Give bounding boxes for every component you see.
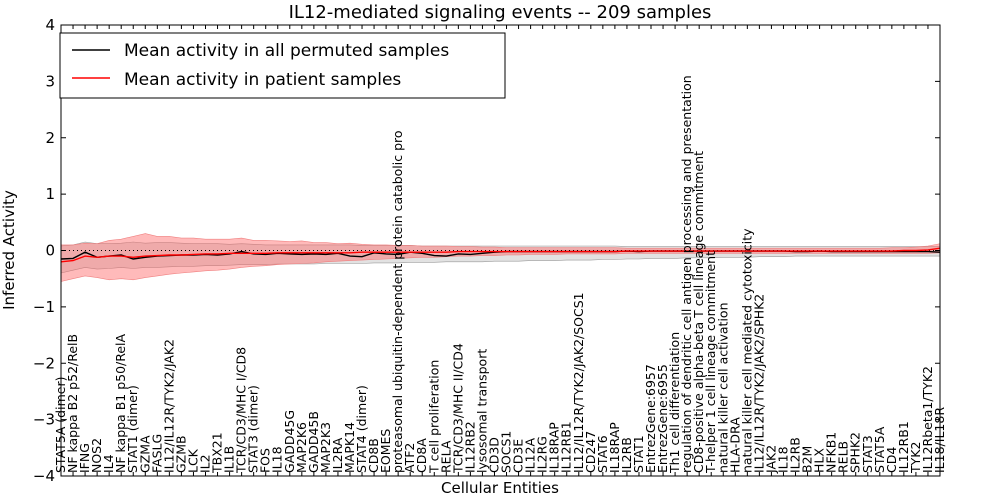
x-tick-label: STAT3 bbox=[860, 435, 875, 473]
x-tick-label: IL2 bbox=[197, 454, 212, 473]
x-axis-label: Cellular Entities bbox=[441, 479, 559, 497]
x-tick-label: TYK2 bbox=[908, 442, 923, 474]
x-tick-label: IL12/IL12R/TYK2/JAK2/SPHK2 bbox=[751, 294, 766, 473]
x-tick-label: IFNG bbox=[77, 443, 92, 473]
y-tick-label: −2 bbox=[33, 354, 55, 372]
x-tick-label: GZMB bbox=[173, 435, 188, 473]
legend-label-permuted: Mean activity in all permuted samples bbox=[124, 41, 449, 61]
x-tick-label: IL12/IL12R/TYK2/JAK2 bbox=[161, 339, 176, 473]
y-axis-label: Inferred Activity bbox=[0, 190, 18, 310]
y-tick-label: −3 bbox=[33, 411, 55, 429]
x-tick-label: IL4 bbox=[101, 454, 116, 473]
x-tick-label: MAP2K3 bbox=[318, 422, 333, 473]
x-tick-label: GADD45G bbox=[282, 410, 297, 473]
x-tick-label: FASLG bbox=[149, 434, 164, 473]
x-tick-label: RELB bbox=[836, 441, 851, 473]
x-tick-labels: STAT5A (dimer)NF kappa B2 p52/RelBIFNGNO… bbox=[53, 75, 947, 474]
x-tick-label: CD3D bbox=[486, 437, 501, 473]
y-tick-label: 3 bbox=[45, 72, 55, 90]
x-tick-label: proteasomal ubiquitin-dependent protein … bbox=[390, 130, 405, 473]
x-tick-label: IL18 bbox=[775, 446, 790, 473]
x-tick-label: T cell proliferation bbox=[426, 360, 441, 474]
x-tick-label: GADD45B bbox=[306, 411, 321, 473]
plot-frame bbox=[60, 24, 941, 477]
x-tick-label: NFKB1 bbox=[824, 432, 839, 473]
x-tick-label: SOCS1 bbox=[499, 431, 514, 473]
chart-title: IL12-mediated signaling events -- 209 sa… bbox=[289, 2, 712, 23]
x-tick-label: IL2RG bbox=[535, 436, 550, 473]
x-tick-label: CD3E bbox=[511, 439, 526, 473]
x-tick-label: FOS bbox=[258, 448, 273, 473]
x-tick-label: STAT1 (dimer) bbox=[125, 385, 140, 473]
x-tick-label: NF kappa B2 p52/RelB bbox=[65, 334, 80, 473]
x-tick-label: IL18RAP bbox=[607, 422, 622, 473]
x-tick-label: IL12RB1 bbox=[559, 421, 574, 473]
legend-box bbox=[59, 32, 506, 99]
x-tick-label: CD8A bbox=[414, 438, 429, 473]
x-tick-label: IL12RB1 bbox=[896, 421, 911, 473]
x-tick-label: IL2RA bbox=[330, 437, 345, 473]
x-tick-label: STAT3 (dimer) bbox=[246, 385, 261, 473]
x-tick-label: IL12RB2 bbox=[462, 421, 477, 473]
y-tick-label: 0 bbox=[45, 242, 55, 260]
x-tick-label: RELA bbox=[438, 440, 453, 473]
x-tick-label: CD8-positive alpha-beta T cell lineage c… bbox=[691, 151, 706, 473]
y-tick-label: −1 bbox=[33, 298, 55, 316]
x-tick-label: MAP2K6 bbox=[294, 422, 309, 473]
x-tick-label: EntrezGene:6955 bbox=[655, 364, 670, 473]
legend: Mean activity in all permuted samples Me… bbox=[59, 32, 506, 99]
x-tick-label: STAT6 bbox=[595, 435, 610, 473]
x-tick-label: GZMA bbox=[137, 435, 152, 473]
x-tick-label: IL12Rbeta1/TYK2 bbox=[920, 366, 935, 473]
x-tick-label: JAK2 bbox=[763, 445, 778, 474]
x-tick-label: TBX21 bbox=[210, 432, 225, 474]
x-tick-label: T-helper 1 cell lineage commitment bbox=[703, 251, 718, 474]
x-tick-label: IL18 bbox=[270, 446, 285, 473]
y-tick-label: −4 bbox=[33, 467, 55, 485]
x-tick-label: STAT4 (dimer) bbox=[354, 385, 369, 473]
x-axis-ticks bbox=[60, 25, 941, 476]
x-tick-label: MAPK14 bbox=[342, 422, 357, 473]
x-tick-label: HLX bbox=[812, 448, 827, 473]
x-tick-label: CD8B bbox=[366, 438, 381, 473]
x-tick-label: EntrezGene:6957 bbox=[643, 364, 658, 473]
x-tick-label: CD4 bbox=[884, 447, 899, 473]
legend-label-patient: Mean activity in patient samples bbox=[124, 70, 401, 90]
x-tick-label: IL2RB bbox=[619, 437, 634, 473]
x-tick-label: B2M bbox=[800, 446, 815, 473]
x-tick-label: CD247 bbox=[583, 431, 598, 473]
y-tick-label: 4 bbox=[45, 16, 55, 34]
series-line-patient bbox=[60, 247, 941, 263]
x-tick-label: NF kappa B1 p50/RelA bbox=[113, 333, 128, 473]
x-tick-label: IL2RB bbox=[788, 437, 803, 473]
y-tick-label: 2 bbox=[45, 129, 55, 147]
x-tick-label: lysosomal transport bbox=[474, 349, 489, 473]
confidence-bands bbox=[60, 233, 941, 282]
x-tick-label: STAT5A bbox=[872, 426, 887, 473]
x-tick-label: EOMES bbox=[378, 429, 393, 473]
x-tick-label: natural killer cell mediated cytotoxicit… bbox=[739, 228, 754, 473]
x-tick-label: IL18RAP bbox=[547, 422, 562, 473]
x-tick-label: IL1B bbox=[222, 446, 237, 473]
x-tick-label: SPHK2 bbox=[848, 432, 863, 473]
x-tick-label: IL12A bbox=[523, 437, 538, 473]
x-tick-label: TCR/CD3/MHC II/CD4 bbox=[450, 343, 465, 474]
x-tick-label: IL12/IL12R/TYK2/JAK2/SOCS1 bbox=[571, 292, 586, 473]
x-tick-label: natural killer cell activation bbox=[715, 302, 730, 473]
x-tick-label: Th1 cell differentiation bbox=[667, 332, 682, 474]
y-axis-ticks: −4 −3 −2 −1 0 1 2 3 4 bbox=[33, 16, 940, 485]
x-tick-label: HLA-DRA bbox=[727, 417, 742, 473]
x-tick-label: TCR/CD3/MHC I/CD8 bbox=[234, 347, 249, 474]
x-tick-label: ATF2 bbox=[402, 443, 417, 473]
y-tick-label: 1 bbox=[45, 185, 55, 203]
x-tick-label: STAT1 bbox=[631, 435, 646, 473]
x-tick-label: NOS2 bbox=[89, 438, 104, 473]
x-tick-label: regulation of dendritic cell antigen pro… bbox=[679, 75, 694, 473]
series-lines bbox=[60, 247, 941, 263]
x-tick-label: LCK bbox=[185, 448, 200, 473]
